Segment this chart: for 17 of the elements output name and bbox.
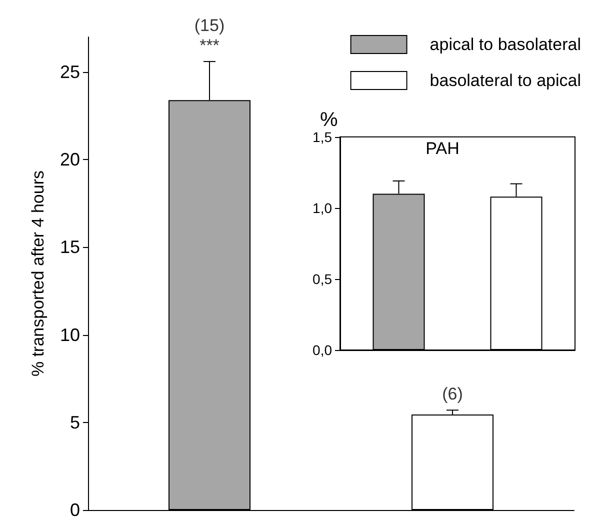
y-tick-label: 10 — [60, 324, 80, 345]
y-tick-label: 25 — [60, 62, 80, 82]
y-tick-label: 0,5 — [312, 270, 332, 287]
y-axis-title: % transported after 4 hours — [28, 170, 48, 377]
chart-title: PAH — [426, 139, 460, 158]
legend-label: apical to basolateral — [430, 35, 582, 54]
y-tick-label: 20 — [60, 150, 80, 170]
y-tick-label: 1,5 — [312, 128, 332, 145]
y-tick-label: 15 — [60, 237, 80, 258]
legend-label: basolateral to apical — [430, 71, 582, 90]
y-axis-title: % — [320, 109, 338, 131]
annotation: (15) *** — [194, 16, 225, 56]
y-tick-label: 5 — [70, 412, 80, 432]
y-tick-label: 1,0 — [312, 200, 332, 216]
y-tick-label: 0 — [70, 500, 80, 520]
annotation: (6) — [442, 384, 463, 404]
y-tick-label: 0,0 — [312, 342, 332, 358]
